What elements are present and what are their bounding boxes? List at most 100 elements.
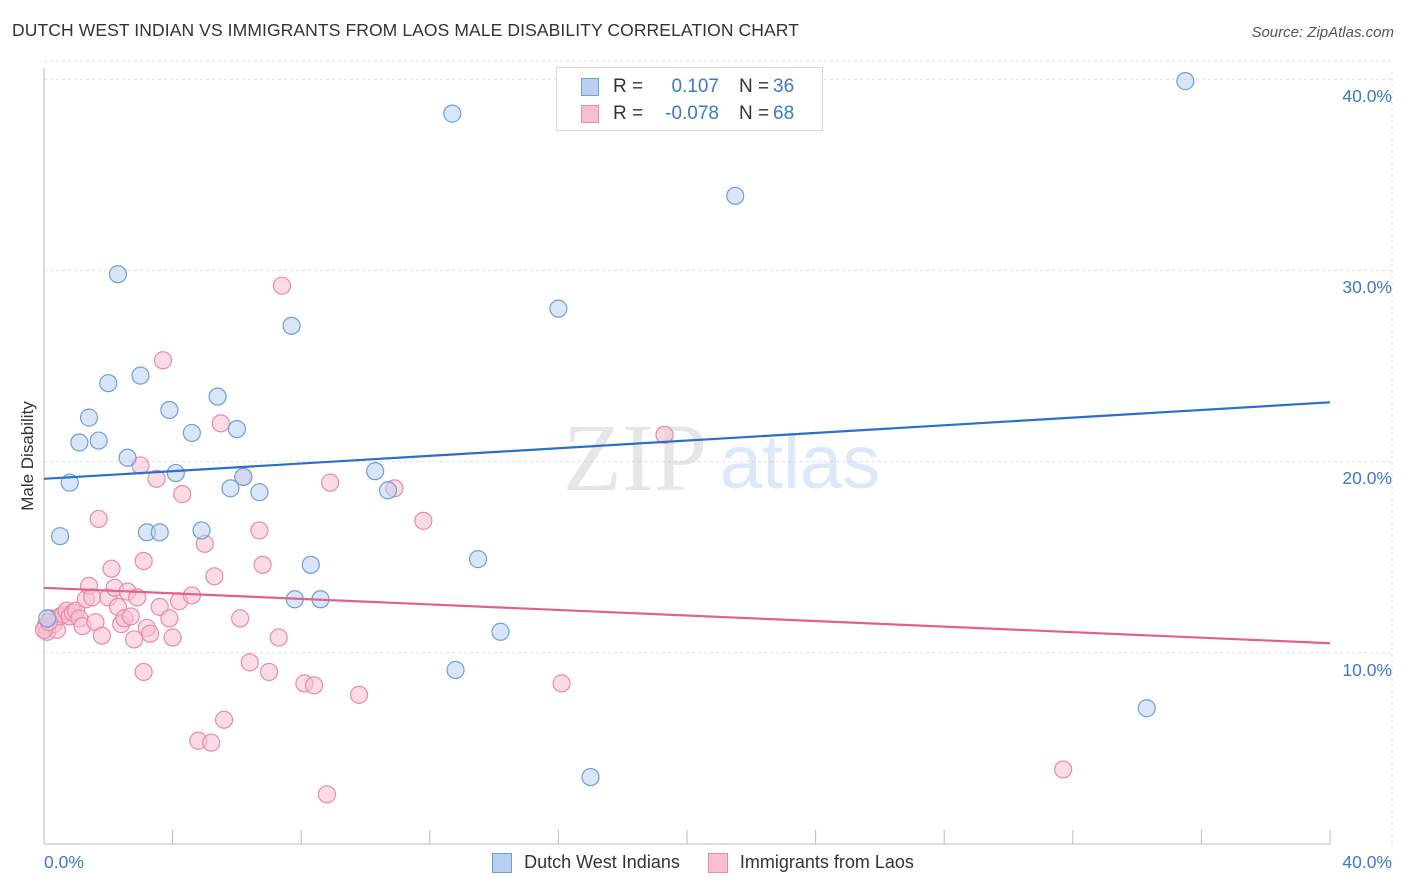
point-immigrants-from-laos bbox=[321, 473, 340, 492]
point-dutch-west-indians bbox=[131, 366, 150, 385]
point-immigrants-from-laos bbox=[140, 624, 160, 643]
series-immigrants-from-laos bbox=[34, 276, 1073, 804]
r-value: 0.107 bbox=[671, 76, 719, 97]
point-dutch-west-indians bbox=[250, 483, 269, 502]
point-immigrants-from-laos bbox=[173, 485, 192, 504]
point-dutch-west-indians bbox=[89, 431, 108, 450]
point-immigrants-from-laos bbox=[304, 676, 324, 695]
n-value: 36 bbox=[773, 76, 795, 97]
r-value: -0.078 bbox=[665, 103, 719, 124]
point-dutch-west-indians bbox=[118, 448, 137, 467]
point-immigrants-from-laos bbox=[83, 588, 102, 607]
axes bbox=[43, 68, 1331, 845]
point-dutch-west-indians bbox=[726, 186, 745, 205]
point-immigrants-from-laos bbox=[250, 521, 269, 540]
point-immigrants-from-laos bbox=[153, 351, 173, 370]
y-tick-label-40: 40.0% bbox=[1342, 86, 1392, 106]
trend-lines bbox=[43, 401, 1331, 645]
point-dutch-west-indians bbox=[99, 374, 118, 393]
point-immigrants-from-laos bbox=[272, 276, 292, 295]
x-tick-label-min: 0.0% bbox=[44, 852, 84, 872]
point-dutch-west-indians bbox=[150, 523, 169, 542]
point-dutch-west-indians bbox=[446, 660, 465, 680]
point-immigrants-from-laos bbox=[269, 628, 288, 647]
gridlines bbox=[44, 60, 1393, 844]
y-tick-label-20: 20.0% bbox=[1342, 468, 1392, 488]
point-dutch-west-indians bbox=[221, 479, 240, 498]
n-value: 68 bbox=[773, 103, 795, 124]
trend-line-immigrants-from-laos bbox=[43, 586, 1331, 645]
blue-swatch bbox=[492, 852, 513, 873]
point-dutch-west-indians bbox=[282, 316, 301, 335]
point-immigrants-from-laos bbox=[240, 653, 259, 672]
point-dutch-west-indians bbox=[234, 467, 253, 486]
source-label: Source: ZipAtlas.com bbox=[1251, 24, 1394, 41]
pink-swatch bbox=[581, 105, 599, 123]
y-tick-label-10: 10.0% bbox=[1342, 660, 1392, 680]
chart-title: DUTCH WEST INDIAN VS IMMIGRANTS FROM LAO… bbox=[12, 20, 800, 40]
stats-row-dutch-west-indians: R = 0.107 N = 36 bbox=[581, 75, 794, 99]
n-label: N = bbox=[739, 76, 770, 97]
point-immigrants-from-laos bbox=[128, 588, 147, 607]
point-dutch-west-indians bbox=[378, 481, 398, 500]
stats-row-immigrants-from-laos: R = -0.078 N = 68 bbox=[581, 102, 794, 126]
point-dutch-west-indians bbox=[227, 419, 246, 439]
point-immigrants-from-laos bbox=[205, 567, 224, 586]
point-immigrants-from-laos bbox=[92, 626, 111, 645]
point-immigrants-from-laos bbox=[134, 662, 153, 682]
legend-label: Immigrants from Laos bbox=[739, 852, 914, 872]
point-immigrants-from-laos bbox=[102, 559, 121, 578]
point-dutch-west-indians bbox=[468, 550, 488, 569]
pink-swatch bbox=[707, 852, 728, 873]
point-dutch-west-indians bbox=[166, 463, 185, 483]
point-dutch-west-indians bbox=[160, 400, 179, 420]
y-tick-label-30: 30.0% bbox=[1342, 277, 1392, 297]
point-dutch-west-indians bbox=[443, 104, 462, 123]
point-immigrants-from-laos bbox=[214, 710, 234, 729]
point-immigrants-from-laos bbox=[160, 609, 179, 628]
legend-item-dutch-west-indians[interactable]: Dutch West Indians bbox=[492, 852, 680, 873]
point-dutch-west-indians bbox=[38, 609, 57, 628]
point-immigrants-from-laos bbox=[124, 630, 144, 649]
point-immigrants-from-laos bbox=[253, 555, 272, 574]
point-immigrants-from-laos bbox=[1054, 760, 1073, 779]
n-label: N = bbox=[739, 103, 770, 124]
series-legend: Dutch West Indians Immigrants from Laos bbox=[0, 852, 1406, 873]
point-dutch-west-indians bbox=[79, 408, 99, 427]
trend-line-dutch-west-indians bbox=[43, 401, 1331, 480]
point-immigrants-from-laos bbox=[134, 551, 153, 571]
point-immigrants-from-laos bbox=[317, 785, 337, 804]
r-label: R = bbox=[613, 103, 644, 124]
point-dutch-west-indians bbox=[208, 387, 227, 406]
legend-item-immigrants-from-laos[interactable]: Immigrants from Laos bbox=[707, 852, 914, 873]
point-immigrants-from-laos bbox=[259, 662, 279, 682]
point-dutch-west-indians bbox=[182, 423, 201, 443]
point-dutch-west-indians bbox=[491, 622, 510, 641]
stats-legend: R = 0.107 N = 36 R = -0.078 N = 68 bbox=[556, 67, 823, 131]
point-immigrants-from-laos bbox=[211, 414, 230, 433]
point-immigrants-from-laos bbox=[147, 469, 166, 488]
point-immigrants-from-laos bbox=[552, 674, 571, 693]
point-dutch-west-indians bbox=[1176, 72, 1195, 91]
point-dutch-west-indians bbox=[549, 299, 568, 318]
point-immigrants-from-laos bbox=[202, 733, 221, 752]
r-label: R = bbox=[613, 76, 644, 97]
point-dutch-west-indians bbox=[70, 433, 89, 452]
series-dutch-west-indians bbox=[38, 72, 1195, 787]
blue-swatch bbox=[581, 78, 599, 96]
point-immigrants-from-laos bbox=[163, 628, 182, 647]
point-dutch-west-indians bbox=[1137, 699, 1156, 718]
x-tick-label-max: 40.0% bbox=[1342, 852, 1392, 872]
point-dutch-west-indians bbox=[301, 555, 320, 574]
point-dutch-west-indians bbox=[108, 265, 128, 284]
point-dutch-west-indians bbox=[366, 462, 385, 481]
point-immigrants-from-laos bbox=[89, 509, 108, 529]
point-immigrants-from-laos bbox=[231, 609, 250, 628]
point-dutch-west-indians bbox=[50, 527, 70, 546]
point-immigrants-from-laos bbox=[655, 425, 674, 444]
point-immigrants-from-laos bbox=[121, 607, 140, 626]
point-dutch-west-indians bbox=[581, 767, 600, 787]
point-dutch-west-indians bbox=[192, 521, 211, 540]
point-immigrants-from-laos bbox=[349, 685, 369, 704]
